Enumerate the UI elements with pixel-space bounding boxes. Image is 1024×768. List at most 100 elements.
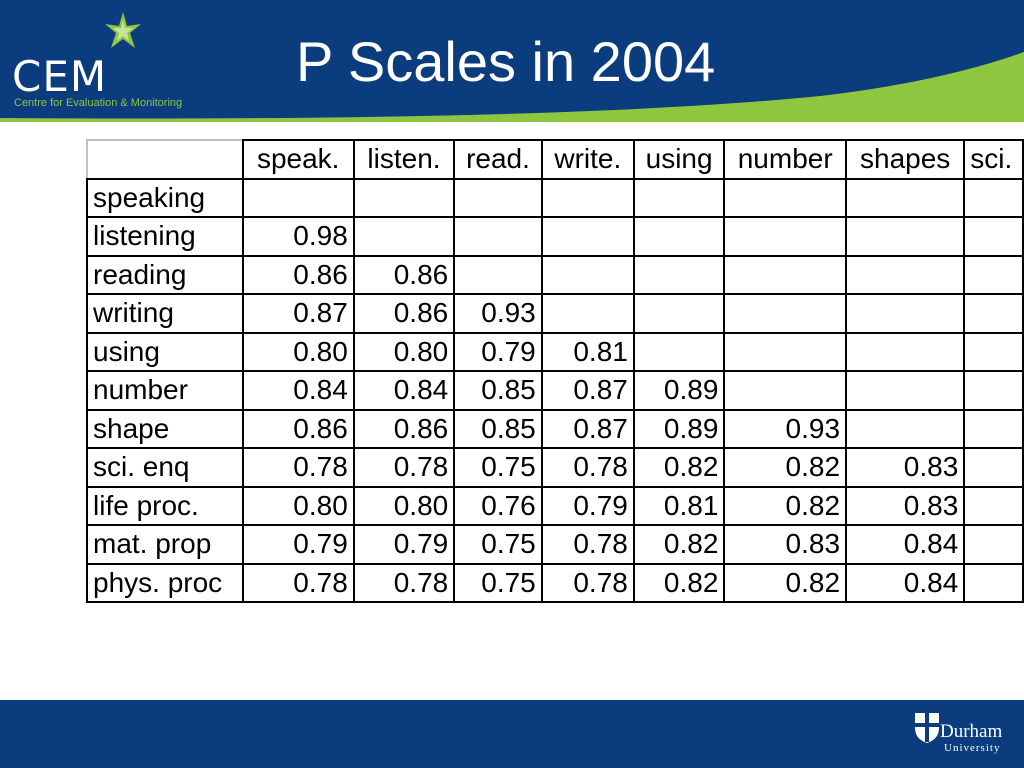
table-cell xyxy=(723,254,848,295)
table-cell: 0.87 xyxy=(241,293,355,334)
table-cell xyxy=(632,331,726,372)
table-cell xyxy=(963,408,1024,449)
logo-subtitle: Centre for Evaluation & Monitoring xyxy=(14,97,183,109)
row-label: listening xyxy=(86,216,244,257)
table-cell xyxy=(540,216,635,257)
table-cell xyxy=(352,216,456,257)
table-cell xyxy=(963,254,1024,295)
table-cell xyxy=(723,216,848,257)
table-cell xyxy=(963,216,1024,257)
column-header: write. xyxy=(540,139,635,180)
row-label: speaking xyxy=(86,177,244,218)
university-name: Durham xyxy=(940,721,1003,742)
table-cell xyxy=(963,485,1024,526)
row-label: reading xyxy=(86,254,244,295)
table-cell: 0.75 xyxy=(453,447,543,488)
table-cell: 0.76 xyxy=(453,485,543,526)
table-cell xyxy=(845,216,966,257)
table-cell xyxy=(963,562,1024,603)
table-cell: 0.78 xyxy=(352,447,456,488)
table-cell: 0.79 xyxy=(352,524,456,565)
table-row: using 0.80 0.80 0.79 0.81 xyxy=(86,331,1024,372)
table-cell: 0.82 xyxy=(723,562,848,603)
table-cell: 0.89 xyxy=(632,408,726,449)
table-cell: 0.80 xyxy=(352,331,456,372)
column-header: shapes xyxy=(845,139,966,180)
table-cell xyxy=(723,293,848,334)
table-cell: 0.93 xyxy=(453,293,543,334)
slide-footer: Durham University xyxy=(0,700,1024,768)
table-cell xyxy=(963,447,1024,488)
table-cell: 0.80 xyxy=(241,331,355,372)
row-label: phys. proc xyxy=(86,562,244,603)
slide-header: CEM Centre for Evaluation & Monitoring P… xyxy=(0,0,1024,126)
table-cell xyxy=(963,177,1024,218)
table-cell: 0.78 xyxy=(540,524,635,565)
table-cell: 0.82 xyxy=(632,524,726,565)
table-cell xyxy=(723,331,848,372)
table-cell: 0.84 xyxy=(845,562,966,603)
table-cell: 0.79 xyxy=(540,485,635,526)
table-cell: 0.75 xyxy=(453,562,543,603)
table-cell: 0.80 xyxy=(352,485,456,526)
table-cell: 0.80 xyxy=(241,485,355,526)
table-cell: 0.82 xyxy=(632,447,726,488)
table-cell: 0.78 xyxy=(352,562,456,603)
table-cell: 0.82 xyxy=(632,562,726,603)
table-cell: 0.79 xyxy=(241,524,355,565)
column-header: listen. xyxy=(352,139,456,180)
table-cell: 0.86 xyxy=(352,254,456,295)
table-cell: 0.82 xyxy=(723,485,848,526)
table-cell xyxy=(963,293,1024,334)
row-label: life proc. xyxy=(86,485,244,526)
shield-icon xyxy=(915,713,939,743)
table-row: mat. prop 0.79 0.79 0.75 0.78 0.82 0.83 0.84 xyxy=(86,524,1024,565)
table-cell: 0.98 xyxy=(241,216,355,257)
table-cell: 0.85 xyxy=(453,370,543,411)
table-cell: 0.78 xyxy=(241,562,355,603)
column-header: using xyxy=(632,139,726,180)
table-cell: 0.78 xyxy=(241,447,355,488)
slide-title: P Scales in 2004 xyxy=(296,30,716,93)
table-cell: 0.84 xyxy=(352,370,456,411)
table-cell xyxy=(963,370,1024,411)
column-header: sci. xyxy=(963,139,1024,180)
table-cell xyxy=(352,177,456,218)
table-cell xyxy=(241,177,355,218)
durham-logo: Durham University xyxy=(914,712,1024,760)
table-cell: 0.78 xyxy=(540,562,635,603)
table-cell: 0.87 xyxy=(540,370,635,411)
logo-text: CEM xyxy=(12,52,108,101)
table-cell xyxy=(540,177,635,218)
table-row: life proc. 0.80 0.80 0.76 0.79 0.81 0.82 0.83 xyxy=(86,485,1024,526)
table-cell xyxy=(453,254,543,295)
correlation-table-container: speak. listen. read. write. using number shape… xyxy=(86,139,1024,603)
table-row: reading 0.86 0.86 xyxy=(86,254,1024,295)
table-cell: 0.83 xyxy=(845,447,966,488)
table-cell: 0.86 xyxy=(352,293,456,334)
table-row: number 0.84 0.84 0.85 0.87 0.89 xyxy=(86,370,1024,411)
table-cell xyxy=(963,331,1024,372)
table-cell: 0.86 xyxy=(352,408,456,449)
table-cell xyxy=(845,293,966,334)
table-cell: 0.86 xyxy=(241,408,355,449)
table-cell: 0.89 xyxy=(632,370,726,411)
table-corner-cell xyxy=(86,139,244,180)
table-row: speaking xyxy=(86,177,1024,218)
table-cell: 0.84 xyxy=(241,370,355,411)
table-cell xyxy=(632,177,726,218)
column-header: number xyxy=(723,139,848,180)
table-row: phys. proc 0.78 0.78 0.75 0.78 0.82 0.82 0.84 xyxy=(86,562,1024,603)
table-row: listening 0.98 xyxy=(86,216,1024,257)
table-row: sci. enq 0.78 0.78 0.75 0.78 0.82 0.82 0.83 xyxy=(86,447,1024,488)
table-cell xyxy=(540,254,635,295)
table-cell xyxy=(845,254,966,295)
table-cell: 0.86 xyxy=(241,254,355,295)
table-cell: 0.75 xyxy=(453,524,543,565)
table-row: writing 0.87 0.86 0.93 xyxy=(86,293,1024,334)
table-cell xyxy=(632,254,726,295)
row-label: sci. enq xyxy=(86,447,244,488)
table-cell: 0.84 xyxy=(845,524,966,565)
table-cell xyxy=(845,177,966,218)
table-cell xyxy=(845,331,966,372)
